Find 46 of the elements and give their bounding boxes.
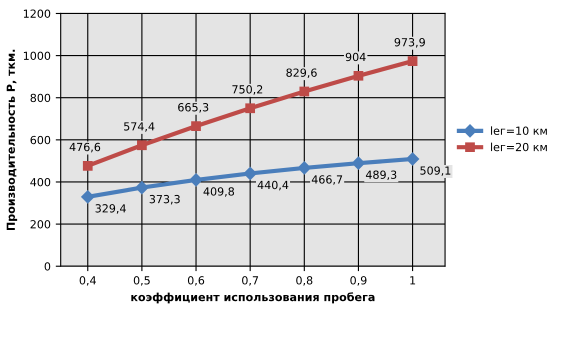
y-tick-label: 1000	[24, 52, 50, 60]
x-tick-label: 0,7	[242, 276, 258, 286]
legend-label: lег=10 км	[491, 126, 547, 135]
x-tick-label: 1	[410, 276, 416, 284]
legend-label: lег=20 км	[491, 142, 547, 152]
data-label: 440,4	[258, 180, 288, 190]
data-label: 973,9	[394, 38, 425, 48]
x-tick-label: 0,9	[350, 276, 366, 286]
data-label: 665,3	[178, 103, 208, 113]
x-tick-label: 0,6	[188, 276, 204, 286]
data-label: 489,3	[366, 170, 396, 180]
y-tick-label: 600	[30, 136, 50, 144]
data-label: 476,6	[70, 142, 100, 152]
point	[245, 103, 256, 114]
y-tick-label: 400	[30, 178, 50, 186]
point	[135, 181, 148, 194]
point	[191, 121, 201, 131]
data-label: 904	[346, 52, 366, 62]
data-label: 509,1	[420, 166, 450, 176]
point	[352, 156, 366, 170]
y-axis-title: Производительность Р, ткм.	[6, 50, 18, 230]
data-label: 409,8	[204, 187, 234, 197]
x-tick-label: 0,8	[296, 276, 312, 286]
point	[81, 190, 94, 204]
point	[408, 56, 418, 66]
data-label: 574,4	[124, 122, 154, 132]
x-axis-title: коэффициент использования пробега	[131, 292, 374, 304]
point	[406, 152, 420, 166]
data-label: 373,3	[150, 194, 180, 204]
y-tick-label: 200	[30, 220, 50, 228]
point	[82, 160, 93, 171]
point	[137, 140, 147, 150]
point	[244, 166, 257, 180]
point	[299, 86, 310, 96]
data-label: 466,7	[312, 175, 342, 185]
point	[354, 70, 364, 81]
data-label: 329,4	[96, 204, 126, 214]
data-label: 829,6	[286, 68, 317, 78]
y-tick-label: 800	[30, 94, 50, 102]
data-label: 750,2	[232, 85, 262, 95]
point	[189, 173, 203, 187]
x-tick-label: 0,4	[80, 276, 96, 286]
x-tick-label: 0,5	[134, 276, 150, 286]
point	[298, 161, 311, 175]
y-tick-label: 1200	[24, 9, 50, 18]
y-tick-label: 0	[44, 262, 50, 271]
